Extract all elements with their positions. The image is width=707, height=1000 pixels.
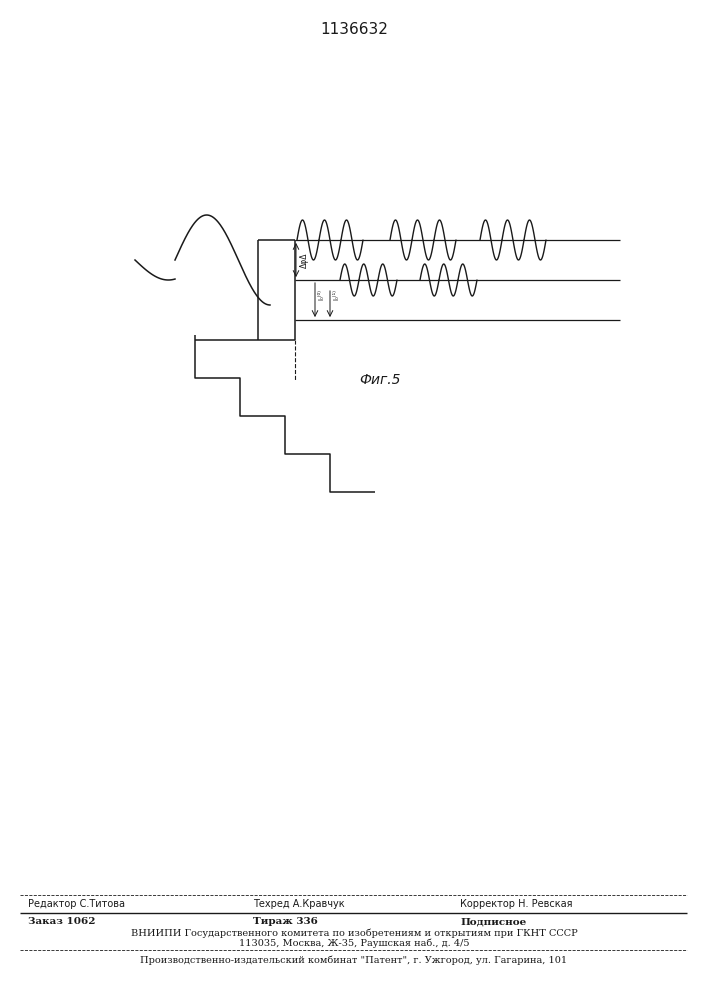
Text: Заказ 1062: Заказ 1062 (28, 918, 95, 926)
Text: Техред А.Кравчук: Техред А.Кравчук (253, 899, 344, 909)
Text: ВНИИПИ Государственного комитета по изобретениям и открытиям при ГКНТ СССР: ВНИИПИ Государственного комитета по изоб… (131, 928, 578, 938)
Text: 1136632: 1136632 (320, 22, 388, 37)
Text: Корректор Н. Ревская: Корректор Н. Ревская (460, 899, 573, 909)
Text: Подписное: Подписное (460, 918, 526, 926)
Text: Фиг.5: Фиг.5 (359, 373, 401, 387)
Text: 113035, Москва, Ж-35, Раушская наб., д. 4/5: 113035, Москва, Ж-35, Раушская наб., д. … (239, 938, 469, 948)
Text: ΔφΔ: ΔφΔ (300, 252, 309, 268)
Text: Производственно-издательский комбинат "Патент", г. Ужгород, ул. Гагарина, 101: Производственно-издательский комбинат "П… (141, 955, 568, 965)
Text: I₀⁽⁰⁾: I₀⁽⁰⁾ (318, 290, 324, 300)
Text: Тираж 336: Тираж 336 (253, 918, 318, 926)
Text: Редактор С.Титова: Редактор С.Титова (28, 899, 125, 909)
Text: I₀⁽¹⁾: I₀⁽¹⁾ (333, 290, 339, 300)
